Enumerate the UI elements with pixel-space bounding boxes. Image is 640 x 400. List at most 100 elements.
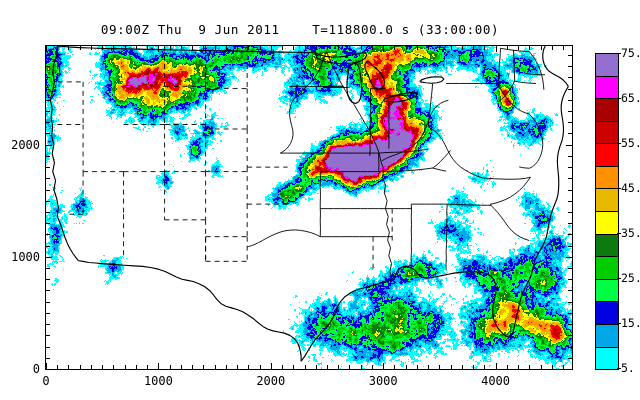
x-tick bbox=[305, 365, 306, 369]
y-tick-right bbox=[568, 290, 572, 291]
y-tick-right bbox=[568, 77, 572, 78]
y-tick-right bbox=[568, 111, 572, 112]
colorbar-tick-label: 5. bbox=[621, 361, 635, 375]
x-tick-top bbox=[361, 46, 362, 50]
x-tick bbox=[80, 365, 81, 369]
map-plot-area bbox=[45, 45, 573, 370]
x-tick bbox=[271, 363, 272, 369]
y-tick-right bbox=[568, 122, 572, 123]
x-tick-top bbox=[260, 46, 261, 50]
x-tick-top bbox=[46, 46, 47, 52]
colorbar-tick-label: 15. bbox=[621, 316, 640, 330]
x-tick bbox=[91, 365, 92, 369]
y-tick-right bbox=[568, 66, 572, 67]
x-tick bbox=[327, 365, 328, 369]
x-tick bbox=[57, 365, 58, 369]
y-tick-right bbox=[568, 279, 572, 280]
y-tick bbox=[46, 369, 52, 370]
x-tick bbox=[158, 363, 159, 369]
y-tick bbox=[46, 190, 50, 191]
colorbar-tick bbox=[617, 143, 621, 144]
colorbar-band bbox=[596, 324, 618, 348]
y-tick-right bbox=[566, 145, 572, 146]
y-axis-tick-label: 2000 bbox=[11, 137, 40, 152]
x-tick-top bbox=[338, 46, 339, 50]
x-tick-top bbox=[563, 46, 564, 50]
x-tick-top bbox=[125, 46, 126, 50]
y-tick bbox=[46, 133, 50, 134]
x-tick-top bbox=[507, 46, 508, 50]
x-tick bbox=[181, 365, 182, 369]
y-tick-right bbox=[568, 89, 572, 90]
colorbar-band bbox=[596, 189, 618, 213]
y-tick-right bbox=[568, 167, 572, 168]
colorbar-tick-label: 25. bbox=[621, 271, 640, 285]
x-tick bbox=[316, 365, 317, 369]
x-tick bbox=[237, 365, 238, 369]
x-tick-top bbox=[541, 46, 542, 50]
colorbar-band bbox=[596, 257, 618, 280]
y-tick-right bbox=[566, 369, 572, 370]
x-tick bbox=[507, 365, 508, 369]
x-tick bbox=[46, 363, 47, 369]
x-tick bbox=[136, 365, 137, 369]
y-tick bbox=[46, 302, 50, 303]
x-tick-top bbox=[518, 46, 519, 50]
x-tick-top bbox=[473, 46, 474, 50]
x-tick bbox=[349, 365, 350, 369]
colorbar-band bbox=[596, 166, 618, 190]
x-tick bbox=[260, 365, 261, 369]
y-tick bbox=[46, 279, 50, 280]
x-tick-top bbox=[102, 46, 103, 50]
radar-reflectivity-map bbox=[46, 46, 572, 369]
x-tick bbox=[125, 365, 126, 369]
y-tick bbox=[46, 111, 50, 112]
x-tick-top bbox=[158, 46, 159, 52]
y-tick bbox=[46, 257, 52, 258]
y-tick-right bbox=[568, 234, 572, 235]
x-tick-top bbox=[136, 46, 137, 50]
colorbar-band bbox=[596, 347, 618, 370]
x-axis-tick-label: 3000 bbox=[368, 374, 398, 388]
x-tick bbox=[226, 365, 227, 369]
x-tick-top bbox=[349, 46, 350, 50]
x-tick bbox=[361, 365, 362, 369]
colorbar-band bbox=[596, 54, 618, 77]
colorbar-tick bbox=[617, 233, 621, 234]
x-tick-top bbox=[372, 46, 373, 50]
y-tick bbox=[46, 268, 50, 269]
y-tick-right bbox=[568, 133, 572, 134]
x-tick-top bbox=[406, 46, 407, 50]
y-tick bbox=[46, 212, 50, 213]
y-tick bbox=[46, 89, 50, 90]
x-tick bbox=[68, 365, 69, 369]
x-tick bbox=[541, 365, 542, 369]
x-tick bbox=[215, 365, 216, 369]
y-tick-right bbox=[566, 257, 572, 258]
x-tick-top bbox=[203, 46, 204, 50]
page-title: 09:00Z Thu 9 Jun 2011 T=118800.0 s (33:0… bbox=[100, 22, 500, 37]
x-tick-top bbox=[68, 46, 69, 50]
x-tick-top bbox=[91, 46, 92, 50]
colorbar-tick bbox=[617, 98, 621, 99]
y-tick bbox=[46, 122, 50, 123]
colorbar bbox=[595, 53, 619, 370]
x-tick bbox=[147, 365, 148, 369]
x-tick bbox=[102, 365, 103, 369]
x-axis-tick-label: 4000 bbox=[481, 374, 511, 388]
x-tick bbox=[484, 365, 485, 369]
x-tick-top bbox=[170, 46, 171, 50]
x-tick-top bbox=[181, 46, 182, 50]
x-tick bbox=[192, 365, 193, 369]
colorbar-tick bbox=[617, 323, 621, 324]
y-tick-right bbox=[568, 268, 572, 269]
colorbar-band bbox=[596, 234, 618, 258]
x-tick-top bbox=[496, 46, 497, 52]
y-axis-tick-label: 0 bbox=[32, 362, 40, 376]
y-tick bbox=[46, 223, 50, 224]
y-tick-right bbox=[568, 302, 572, 303]
colorbar-tick bbox=[617, 368, 621, 369]
y-tick-right bbox=[568, 190, 572, 191]
colorbar-tick bbox=[617, 278, 621, 279]
y-tick bbox=[46, 347, 50, 348]
